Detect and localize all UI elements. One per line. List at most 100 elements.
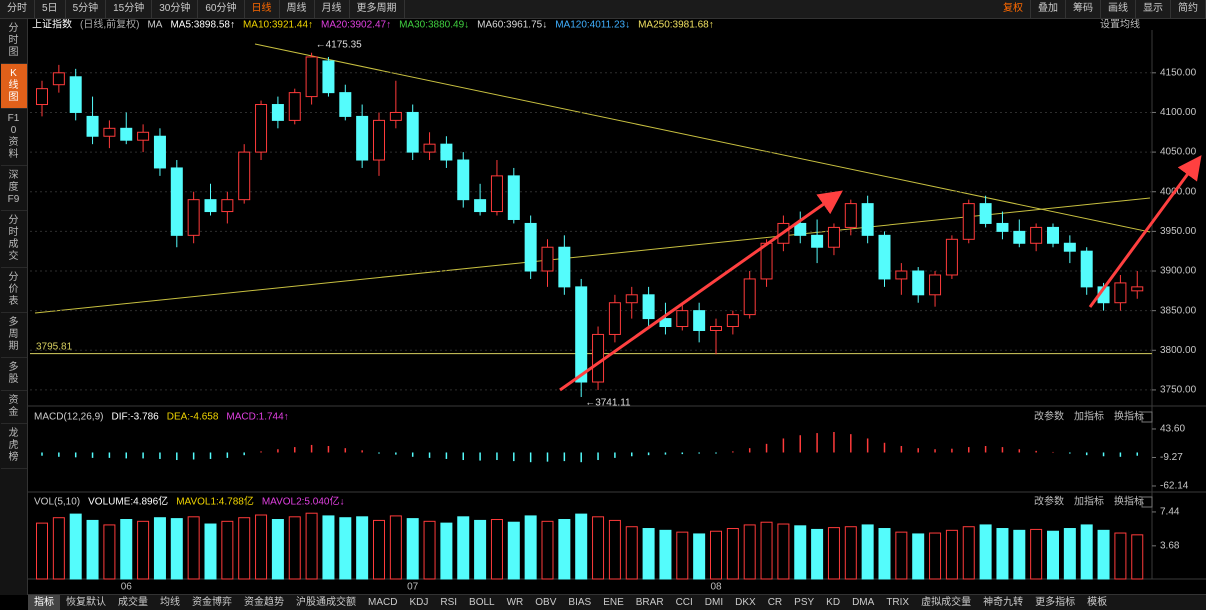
candle-body [541, 246, 554, 272]
toolbar-button[interactable]: 分时 [0, 0, 35, 18]
toolbar-button[interactable]: 周线 [280, 0, 315, 18]
sidebar-tab[interactable]: K线图 [0, 64, 27, 109]
sidebar-tab[interactable]: 深度F9 [0, 166, 27, 211]
panel-button[interactable]: 换指标 [1114, 410, 1144, 423]
volume-bar [878, 528, 891, 580]
indicator-tab[interactable]: 神奇九转 [983, 597, 1024, 608]
toolbar-button[interactable]: 更多周期 [350, 0, 405, 18]
volume-bar [1114, 532, 1127, 580]
volume-bar [642, 528, 655, 580]
toolbar-button[interactable]: 60分钟 [198, 0, 245, 18]
volume-bar [170, 518, 183, 580]
candle-body [69, 76, 82, 113]
sidebar-tab[interactable]: 多周期 [0, 313, 27, 358]
candle-body [743, 278, 756, 316]
legend-entry: MAVOL2:5.040亿↓ [262, 495, 345, 508]
indicator-tab[interactable]: KD [826, 597, 841, 608]
indicator-tab[interactable]: WR [506, 597, 524, 608]
legend-entry: MA20:3902.47↑ [321, 20, 391, 31]
volume-bar [929, 532, 942, 580]
toolbar-button[interactable]: 叠加 [1031, 0, 1066, 18]
settings-button[interactable]: 设置均线 [1100, 18, 1140, 31]
toolbar-button[interactable]: 5分钟 [66, 0, 107, 18]
indicator-tab[interactable]: 资金博弈 [192, 597, 232, 608]
toolbar-button[interactable]: 简约 [1171, 0, 1206, 18]
sidebar-tab[interactable]: 分时成交 [0, 211, 27, 268]
volume-bar [592, 516, 605, 580]
close-button[interactable] [1141, 496, 1153, 508]
candle-body [827, 226, 840, 248]
indicator-tab[interactable]: 更多指标 [1035, 597, 1076, 608]
volume-bar [979, 524, 992, 580]
candle-body [322, 60, 335, 94]
volume-bar [1063, 528, 1076, 580]
panel-button[interactable]: 改参数 [1034, 495, 1064, 508]
indicator-tab[interactable]: 沪股通成交额 [296, 597, 356, 608]
volume-bar [36, 522, 48, 580]
panel-button[interactable]: 改参数 [1034, 410, 1064, 423]
indicator-tab[interactable]: CR [767, 597, 783, 608]
volume-bar [255, 514, 268, 580]
candle-body [1114, 282, 1127, 304]
volume-bar [608, 519, 621, 580]
indicator-tab[interactable]: 虚拟成交量 [921, 597, 972, 608]
panel-button[interactable]: 换指标 [1114, 495, 1144, 508]
indicator-tab[interactable]: KDJ [409, 597, 429, 608]
toolbar-button[interactable]: 5日 [35, 0, 66, 18]
indicator-tab[interactable]: DMI [704, 597, 724, 608]
candle-body [1063, 242, 1076, 252]
indicator-tab[interactable]: PSY [794, 597, 815, 608]
sidebar-tab[interactable]: 多股 [0, 358, 27, 391]
y-tick-label: 4000.00 [1160, 186, 1197, 197]
volume-bar [524, 515, 537, 580]
sidebar-tab[interactable]: 龙虎榜 [0, 424, 27, 469]
toolbar-button[interactable]: 筹码 [1066, 0, 1101, 18]
legend-entry: DEA:-4.658 [167, 412, 219, 423]
indicator-tab[interactable]: DKX [735, 597, 756, 608]
indicator-tab[interactable]: MACD [368, 597, 398, 608]
sidebar-tab[interactable]: 资金 [0, 391, 27, 424]
panel-button[interactable]: 加指标 [1074, 410, 1104, 423]
indicator-tab[interactable]: RSI [440, 597, 458, 608]
indicator-tab[interactable]: TRIX [886, 597, 910, 608]
sidebar-tab[interactable]: 分时图 [0, 19, 27, 64]
volume-bar [659, 529, 672, 580]
candle-body [1047, 226, 1059, 244]
indicator-tab[interactable]: BRAR [635, 597, 664, 608]
sidebar-tab[interactable]: F10资料 [0, 109, 27, 166]
candle-body [356, 115, 369, 161]
toolbar-button[interactable]: 15分钟 [106, 0, 153, 18]
toolbar-button[interactable]: 画线 [1101, 0, 1136, 18]
indicator-tab[interactable]: 资金趋势 [244, 597, 284, 608]
toolbar-button[interactable]: 显示 [1136, 0, 1171, 18]
indicator-tab[interactable]: BOLL [469, 597, 495, 608]
legend-entry: VOLUME:4.896亿 [88, 495, 168, 508]
sidebar-tab[interactable]: 分价表 [0, 268, 27, 313]
y-tick-label: -62.14 [1160, 481, 1189, 492]
toolbar-button[interactable]: 月线 [315, 0, 350, 18]
indicator-tab[interactable]: 模板 [1087, 597, 1108, 608]
close-button[interactable] [1141, 411, 1153, 423]
volume-bar [962, 526, 975, 580]
indicator-tab[interactable]: 恢复默认 [66, 597, 106, 608]
volume-bar [339, 517, 352, 580]
indicator-tab[interactable]: 均线 [160, 597, 180, 608]
indicator-tab[interactable]: ENE [603, 597, 624, 608]
indicator-tab[interactable]: CCI [675, 597, 693, 608]
toolbar-button[interactable]: 日线 [245, 0, 280, 18]
volume-bar [541, 520, 554, 580]
toolbar-button[interactable]: 复权 [996, 0, 1031, 18]
indicator-tab[interactable]: 成交量 [118, 597, 148, 608]
indicator-tab[interactable]: OBV [535, 597, 557, 608]
toolbar-button[interactable]: 30分钟 [152, 0, 199, 18]
indicator-tab[interactable]: 指标 [28, 595, 60, 610]
candle-body [52, 72, 65, 86]
candle-body [373, 119, 385, 161]
legend-entry: MACD:1.744↑ [226, 412, 288, 423]
volume-bar [1030, 528, 1043, 580]
panel-button[interactable]: 加指标 [1074, 495, 1104, 508]
volume-bar [558, 519, 571, 580]
indicator-tab[interactable]: BIAS [568, 597, 592, 608]
candle-body [1131, 286, 1144, 292]
indicator-tab[interactable]: DMA [852, 597, 875, 608]
